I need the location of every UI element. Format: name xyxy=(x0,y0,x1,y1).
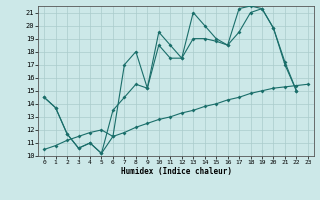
X-axis label: Humidex (Indice chaleur): Humidex (Indice chaleur) xyxy=(121,167,231,176)
